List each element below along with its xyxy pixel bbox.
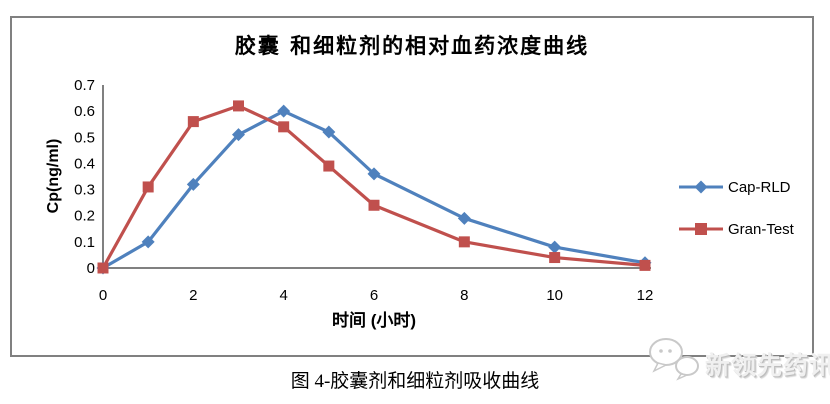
svg-text:0: 0 (87, 260, 95, 277)
svg-text:0.7: 0.7 (74, 77, 95, 94)
figure-caption: 图 4-胶囊剂和细粒剂吸收曲线 (290, 371, 540, 392)
svg-text:12: 12 (637, 287, 654, 304)
svg-text:0.1: 0.1 (74, 234, 95, 251)
svg-text:10: 10 (546, 287, 563, 304)
legend-square-icon (679, 223, 723, 235)
legend-label: Cap-RLD (728, 178, 791, 196)
legend-item-cap-rld: Cap-RLD (678, 174, 794, 200)
y-axis-tick-labels: 0 0.1 0.2 0.3 0.4 0.5 0.6 0.7 (74, 77, 95, 277)
chart-title: 胶囊 和细粒剂的相对血药浓度曲线 (234, 33, 590, 58)
svg-text:6: 6 (370, 287, 378, 304)
legend-label: Gran-Test (728, 220, 794, 238)
x-axis-title: 时间 (小时) (332, 310, 416, 330)
svg-text:0.5: 0.5 (74, 129, 95, 146)
svg-text:0: 0 (99, 287, 107, 304)
data-series (96, 100, 652, 275)
svg-text:0.2: 0.2 (74, 208, 95, 225)
svg-text:2: 2 (189, 287, 197, 304)
y-axis-title: Cp(ng/ml) (45, 139, 62, 214)
legend-item-gran-test: Gran-Test (678, 216, 794, 242)
legend: Cap-RLD Gran-Test (678, 174, 794, 242)
plot-area: 0 0.1 0.2 0.3 0.4 0.5 0.6 0.7 0 2 4 6 8 10 12 Cp(ng/m… (45, 77, 654, 330)
svg-text:0.6: 0.6 (74, 103, 95, 120)
x-axis-tick-labels: 0 2 4 6 8 10 12 (99, 287, 654, 304)
svg-text:8: 8 (460, 287, 468, 304)
svg-text:0.4: 0.4 (74, 155, 95, 172)
svg-text:4: 4 (279, 287, 287, 304)
chart-frame: 胶囊 和细粒剂的相对血药浓度曲线 0 0.1 0.2 0.3 0.4 0.5 0.6 0.7 … (10, 16, 814, 357)
svg-text:0.3: 0.3 (74, 182, 95, 199)
legend-diamond-icon (679, 180, 723, 194)
